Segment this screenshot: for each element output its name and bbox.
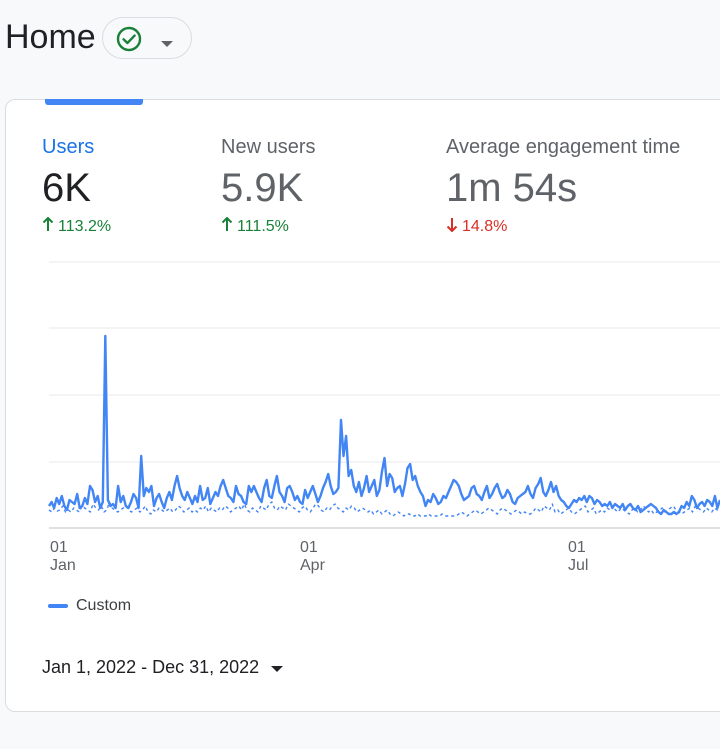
x-tick-month: Jul — [568, 557, 588, 574]
chart-series — [47, 334, 720, 517]
date-range-selector[interactable]: Jan 1, 2022 - Dec 31, 2022 — [42, 657, 284, 678]
chart-grid — [49, 261, 720, 529]
metric-change-value: 14.8% — [462, 218, 508, 235]
arrow-up-icon — [42, 216, 54, 237]
metric-label: New users — [221, 136, 316, 158]
x-tick-month: Apr — [300, 557, 326, 574]
x-tick-day: 01 — [568, 539, 586, 556]
metric-change: 14.8% — [446, 217, 680, 237]
series-line-custom — [47, 334, 720, 516]
metric-users[interactable]: Users 6K 113.2% — [42, 136, 111, 237]
metric-change-value: 113.2% — [58, 218, 112, 235]
metric-label: Users — [42, 136, 95, 158]
legend-swatch — [48, 604, 68, 608]
active-tab-indicator — [45, 99, 143, 105]
metric-value: 6K — [42, 166, 91, 210]
metric-change: 113.2% — [42, 216, 112, 237]
metric-value: 1m 54s — [446, 166, 578, 210]
arrow-up-icon — [221, 216, 233, 237]
status-dropdown[interactable] — [102, 17, 192, 59]
page-title: Home — [5, 18, 96, 56]
metric-new-users[interactable]: New users 5.9K 111.5% — [221, 136, 315, 237]
check-circle-icon — [116, 26, 142, 57]
x-tick-month: Jan — [50, 557, 76, 574]
caret-down-icon — [271, 657, 284, 678]
series-line-comparison — [48, 501, 720, 517]
metric-engagement-time[interactable]: Average engagement time 1m 54s 14.8% — [446, 136, 680, 237]
metric-change: 111.5% — [221, 216, 315, 237]
chart-legend: Custom — [48, 597, 131, 615]
metrics-card — [5, 99, 720, 712]
arrow-down-icon — [446, 217, 458, 237]
metric-label: Average engagement time — [446, 136, 681, 158]
x-tick-day: 01 — [50, 539, 68, 556]
date-range-label: Jan 1, 2022 - Dec 31, 2022 — [42, 657, 260, 677]
caret-down-icon — [161, 35, 173, 53]
metric-value: 5.9K — [221, 166, 304, 210]
legend-label: Custom — [76, 597, 132, 614]
metric-change-value: 111.5% — [237, 218, 289, 235]
x-tick-day: 01 — [300, 539, 318, 556]
